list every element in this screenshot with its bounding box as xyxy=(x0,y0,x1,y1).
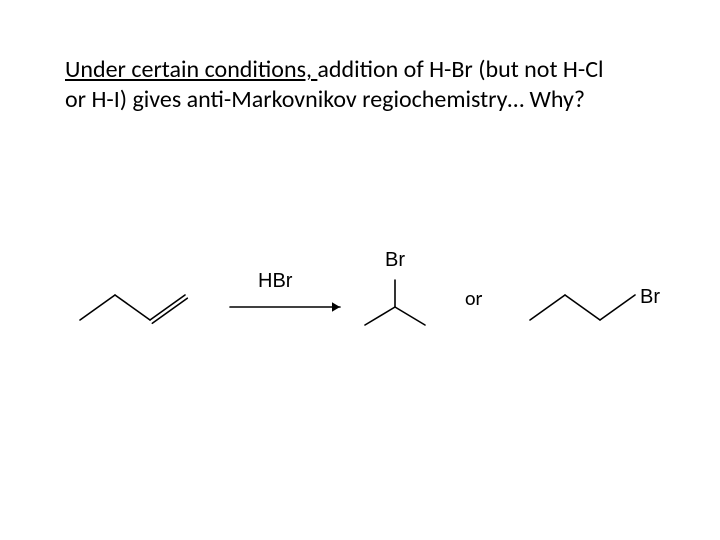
reaction-arrow xyxy=(60,245,360,345)
heading-underlined: Under certain conditions, xyxy=(65,55,317,84)
product-antimarkovnikov xyxy=(520,245,660,345)
br-label-markovnikov: Br xyxy=(385,249,405,272)
reaction-diagram: HBr Br or Br xyxy=(60,245,680,365)
slide-heading: Under certain conditions, addition of H-… xyxy=(65,55,625,115)
or-label: or xyxy=(465,287,483,311)
br-label-antimarkovnikov: Br xyxy=(640,286,660,309)
